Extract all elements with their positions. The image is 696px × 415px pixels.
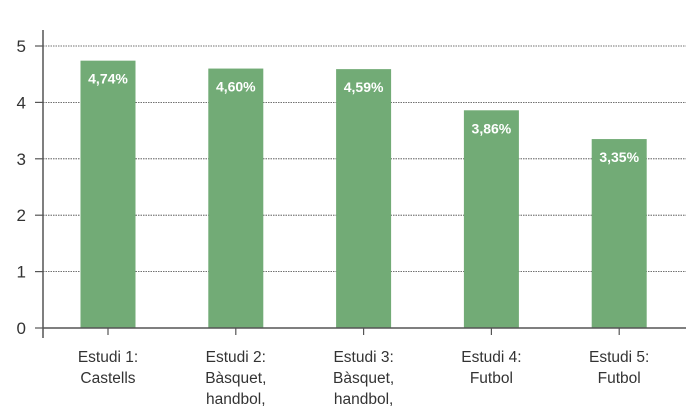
bar	[463, 110, 519, 329]
x-tick-label: Futbol	[598, 370, 641, 387]
y-tick-label: 1	[17, 263, 26, 282]
bar	[80, 60, 136, 328]
y-tick-label: 4	[17, 93, 26, 112]
x-tick-label: Futbol	[470, 370, 513, 387]
y-tick-label: 2	[17, 206, 26, 225]
x-tick-label: handbol,	[334, 391, 393, 408]
bar	[591, 139, 647, 328]
data-label: 4,60%	[216, 79, 256, 95]
x-tick-label: Estudi 2:	[206, 349, 266, 366]
data-label: 4,74%	[88, 71, 128, 87]
y-tick-label: 0	[17, 319, 26, 338]
bar	[336, 69, 392, 329]
x-tick-label: Estudi 5:	[589, 349, 649, 366]
y-tick-label: 3	[17, 150, 26, 169]
x-tick-label: Estudi 1:	[78, 349, 138, 366]
data-label: 3,86%	[472, 120, 512, 136]
x-tick-label: Bàsquet,	[205, 370, 266, 387]
x-tick-label: handbol,	[206, 391, 265, 408]
x-tick-label: Castells	[80, 370, 135, 387]
y-tick-label: 5	[17, 37, 26, 56]
data-label: 3,35%	[599, 149, 639, 165]
x-tick-label: Estudi 4:	[461, 349, 521, 366]
x-tick-label: Bàsquet,	[333, 370, 394, 387]
bar	[208, 68, 264, 328]
x-tick-label: Estudi 3:	[333, 349, 393, 366]
data-label: 4,59%	[344, 79, 384, 95]
